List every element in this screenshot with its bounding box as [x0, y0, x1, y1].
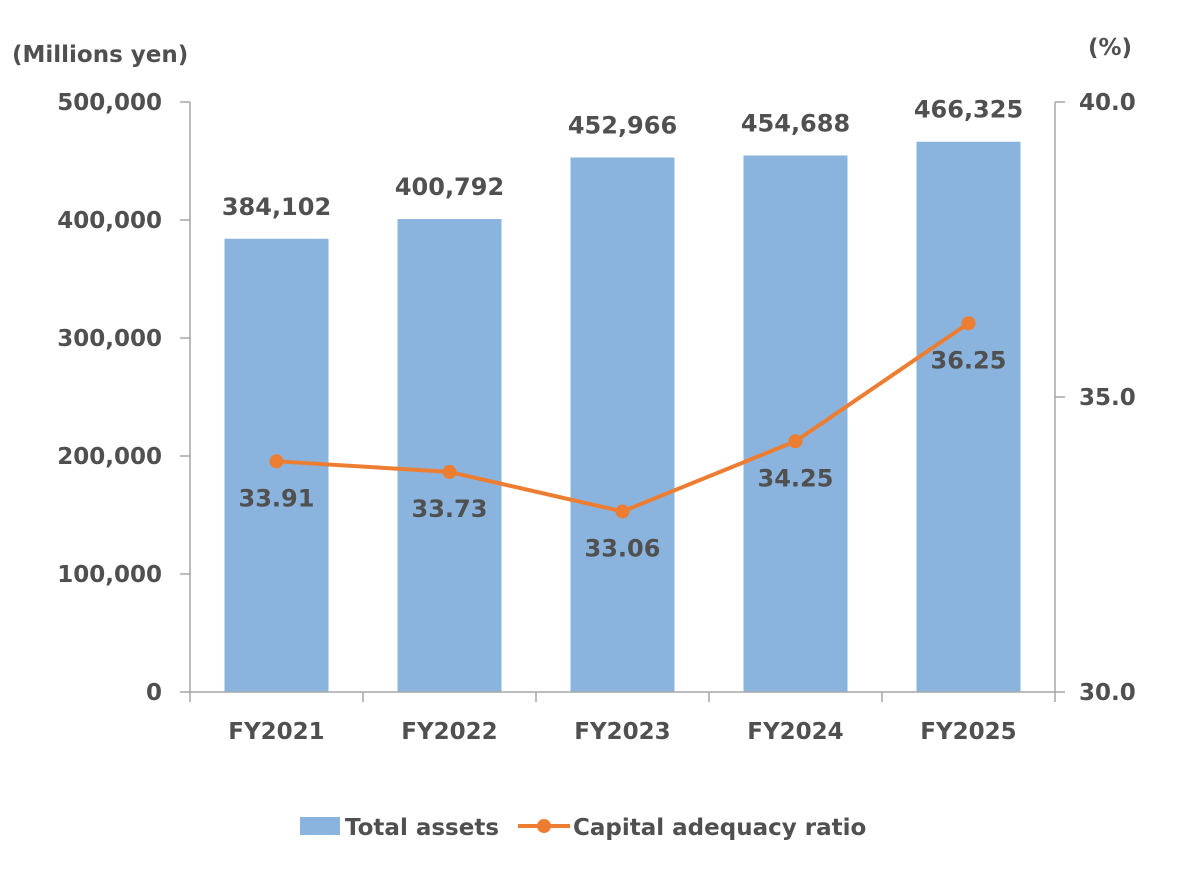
capital-ratio-point-fy2021 — [269, 454, 284, 469]
right-axis-tick-label: 30.0 — [1079, 680, 1136, 706]
bar-value-label: 452,966 — [568, 112, 677, 140]
line-value-label: 34.25 — [758, 464, 834, 492]
left-axis-tick-label: 400,000 — [57, 208, 162, 234]
right-axis-tick-label: 40.0 — [1079, 90, 1136, 116]
bar-value-label: 466,325 — [914, 96, 1023, 124]
line-value-label: 33.91 — [239, 484, 315, 512]
left-axis-tick-label: 100,000 — [57, 562, 162, 588]
legend-label-total-assets: Total assets — [345, 815, 499, 841]
legend-marker-capital-ratio — [537, 819, 551, 833]
bar-value-label: 384,102 — [222, 193, 331, 221]
right-axis-label: (%) — [1088, 35, 1132, 61]
left-axis-label: (Millions yen) — [12, 42, 188, 68]
left-axis-tick-label: 500,000 — [57, 90, 162, 116]
legend: Total assets Capital adequacy ratio — [300, 815, 866, 841]
line-value-label: 33.73 — [412, 495, 488, 523]
line-value-label: 33.06 — [585, 534, 661, 562]
line-value-label: 36.25 — [931, 346, 1007, 374]
right-axis-tick-label: 35.0 — [1079, 385, 1136, 411]
capital-ratio-point-fy2022 — [442, 464, 457, 479]
left-axis-tick-label: 200,000 — [57, 444, 162, 470]
left-axis-tick-label: 300,000 — [57, 326, 162, 352]
capital-ratio-point-fy2024 — [788, 434, 803, 449]
bar-fy2022 — [397, 219, 502, 693]
bar-fy2023 — [570, 157, 675, 692]
x-axis-tick-label: FY2021 — [228, 719, 324, 745]
bar-fy2025 — [916, 141, 1021, 692]
bar-value-label: 400,792 — [395, 173, 504, 201]
left-axis-tick-label: 0 — [146, 680, 162, 706]
x-axis-tick-label: FY2023 — [574, 719, 670, 745]
capital-ratio-point-fy2023 — [615, 504, 630, 519]
bar-fy2024 — [743, 155, 848, 693]
legend-swatch-total-assets — [300, 817, 340, 835]
x-axis-tick-label: FY2022 — [401, 719, 497, 745]
x-axis-tick-label: FY2025 — [920, 719, 1016, 745]
bar-value-label: 454,688 — [741, 109, 850, 137]
x-axis-tick-label: FY2024 — [747, 719, 843, 745]
legend-label-capital-ratio: Capital adequacy ratio — [573, 815, 866, 841]
capital-ratio-point-fy2025 — [961, 316, 976, 331]
